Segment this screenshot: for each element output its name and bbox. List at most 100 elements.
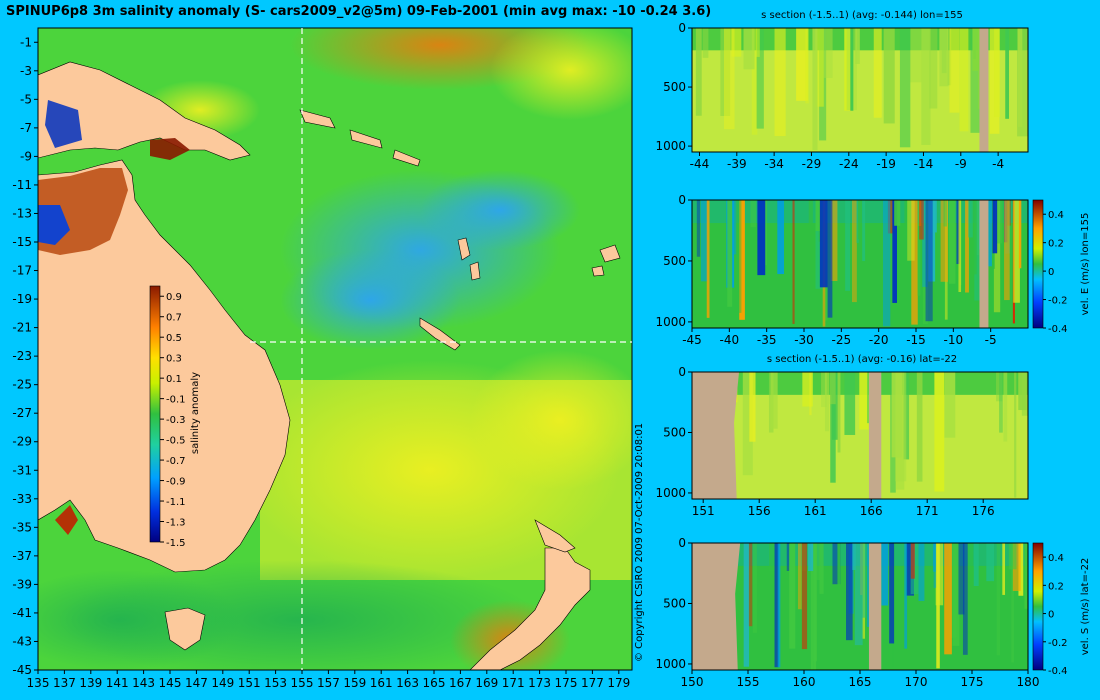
sec4-field-band [769,543,776,572]
sec1-field-band [756,28,760,57]
sec1-topography-mask [979,28,989,152]
map-x-tick-label: 159 [343,676,366,690]
sec2-field-band [815,200,821,232]
map-anomaly-patch [280,250,460,350]
sec2-field-band [992,200,998,254]
sec1-field-band [883,28,895,124]
sec2-field-band [906,200,911,244]
sec2-field-band [815,200,824,289]
sec3-field-band [859,372,869,430]
sec1-x-tick-label: -29 [802,157,822,171]
sec4-field-band [881,543,889,606]
sec1-x-tick-label: -44 [690,157,710,171]
salinity-colorbar-tick-label: -0.3 [166,415,186,426]
map-x-tick-label: 149 [211,676,234,690]
sec2-field-band [1013,200,1020,303]
sec2-field-band [993,200,1001,313]
salinity-colorbar-tick-label: -1.5 [166,538,186,549]
sec1-field-band [844,28,851,111]
sec1-field-band [731,28,742,57]
map-y-tick-label: -33 [12,492,32,506]
sec2-field-band [696,200,701,257]
sec1-field-band [823,28,833,78]
sec4-x-tick-label: 160 [793,675,816,689]
sec4-x-tick-label: 175 [961,675,984,689]
sec4-colorbar-tick-label: 0.4 [1048,553,1064,564]
sec2-field-band [922,200,928,287]
sec2-field-band [907,200,915,261]
map-y-tick-label: -17 [12,264,32,278]
sec2-field-band [882,200,891,327]
map-y-tick-label: -23 [12,349,32,363]
land-australia [38,159,291,573]
sec4-colorbar-tick-label: -0.2 [1048,638,1068,649]
map-x-tick-label: 169 [475,676,498,690]
sec3-topography-mask [868,372,882,499]
sec2-field-band [856,200,859,243]
section1-title: s section (-1.5..1) (avg: -0.144) lon=15… [761,10,963,21]
map-y-tick-label: -21 [12,321,32,335]
salinity-colorbar: 0.9 0.7 0.5 0.3 0.1 -0.1 -0.3 -0.5 -0.7 -0.9 -1.1 -… [149,285,201,549]
sec2-field-band [894,200,901,226]
sec3-field-band [770,372,778,429]
sec1-field-band [723,28,735,130]
sec1-field-band [805,28,809,104]
sec1-x-tick-label: -14 [914,157,934,171]
sec4-field-band [944,543,952,655]
sec3-x-tick-label: 161 [804,504,827,518]
sec3-field-band [1014,372,1017,498]
sec4-field-band [889,543,895,644]
map-x-tick-label: 161 [370,676,393,690]
map-y-tick-label: -31 [12,463,32,477]
sec4-field-band [797,543,802,610]
sec1-field-band [939,28,949,87]
map-x-tick-label: 165 [423,676,446,690]
map-x-tick-label: 155 [291,676,314,690]
sec4-field-band [1024,543,1028,609]
sec4-field-band [1008,543,1017,570]
sec1-field-band [720,28,731,116]
map-y-tick-label: -41 [12,606,32,620]
sec2-colorbar-label: vel. E (m/s) lon=155 [1080,213,1091,316]
sec4-y-tick-label: 500 [663,596,686,610]
land-new-zealand-north [534,519,576,553]
land-fiji [591,244,621,277]
sec2-field-band [852,200,857,303]
sec4-field-band [996,543,1001,656]
salinity-colorbar-tick-label: 0.7 [166,313,182,324]
map-y-tick-label: -15 [12,235,32,249]
land-new-guinea [38,61,251,161]
map-x-axis: 135 137 139 141 143 145 147 149 151 153 155 157 159 1… [27,670,630,690]
sec2-field-band [965,200,969,293]
land-new-guinea-dark [150,138,190,160]
sec3-field-band [837,372,841,453]
sec1-x-tick-label: -24 [839,157,859,171]
sec4-field-band [860,543,863,595]
sec3-field-band [802,372,813,407]
land-gulf-anomaly [38,205,70,245]
salinity-colorbar-tick-label: -0.1 [166,395,186,406]
sec3-x-tick-label: 171 [916,504,939,518]
sec1-x-tick-label: -19 [876,157,896,171]
map-y-tick-label: -1 [20,35,32,49]
map-x-tick-label: 175 [555,676,578,690]
sec4-x-tick-label: 180 [1017,675,1040,689]
sec4-colorbar-label: vel. S (m/s) lat=-22 [1080,558,1091,656]
sec4-field-band [967,543,974,581]
salinity-colorbar-label: salinity anomaly [190,372,201,454]
sec2-field-band [974,200,982,301]
sec1-field-band [815,28,824,107]
sec3-y-tick-label: 500 [663,425,686,439]
sec4-field-band [810,543,814,670]
sec3-x-tick-label: 176 [972,504,995,518]
sec4-field-band [910,543,915,579]
sec2-x-tick-label: -15 [906,333,926,347]
sec4-field-band [962,543,968,655]
sec2-x-tick-label: -25 [832,333,852,347]
sec1-field-band [949,28,960,113]
map-x-tick-label: 163 [396,676,419,690]
map-frame [37,27,633,671]
sec2-field-band [734,200,742,313]
sec2-field-band [1004,200,1010,301]
sec3-field-band [844,372,856,435]
